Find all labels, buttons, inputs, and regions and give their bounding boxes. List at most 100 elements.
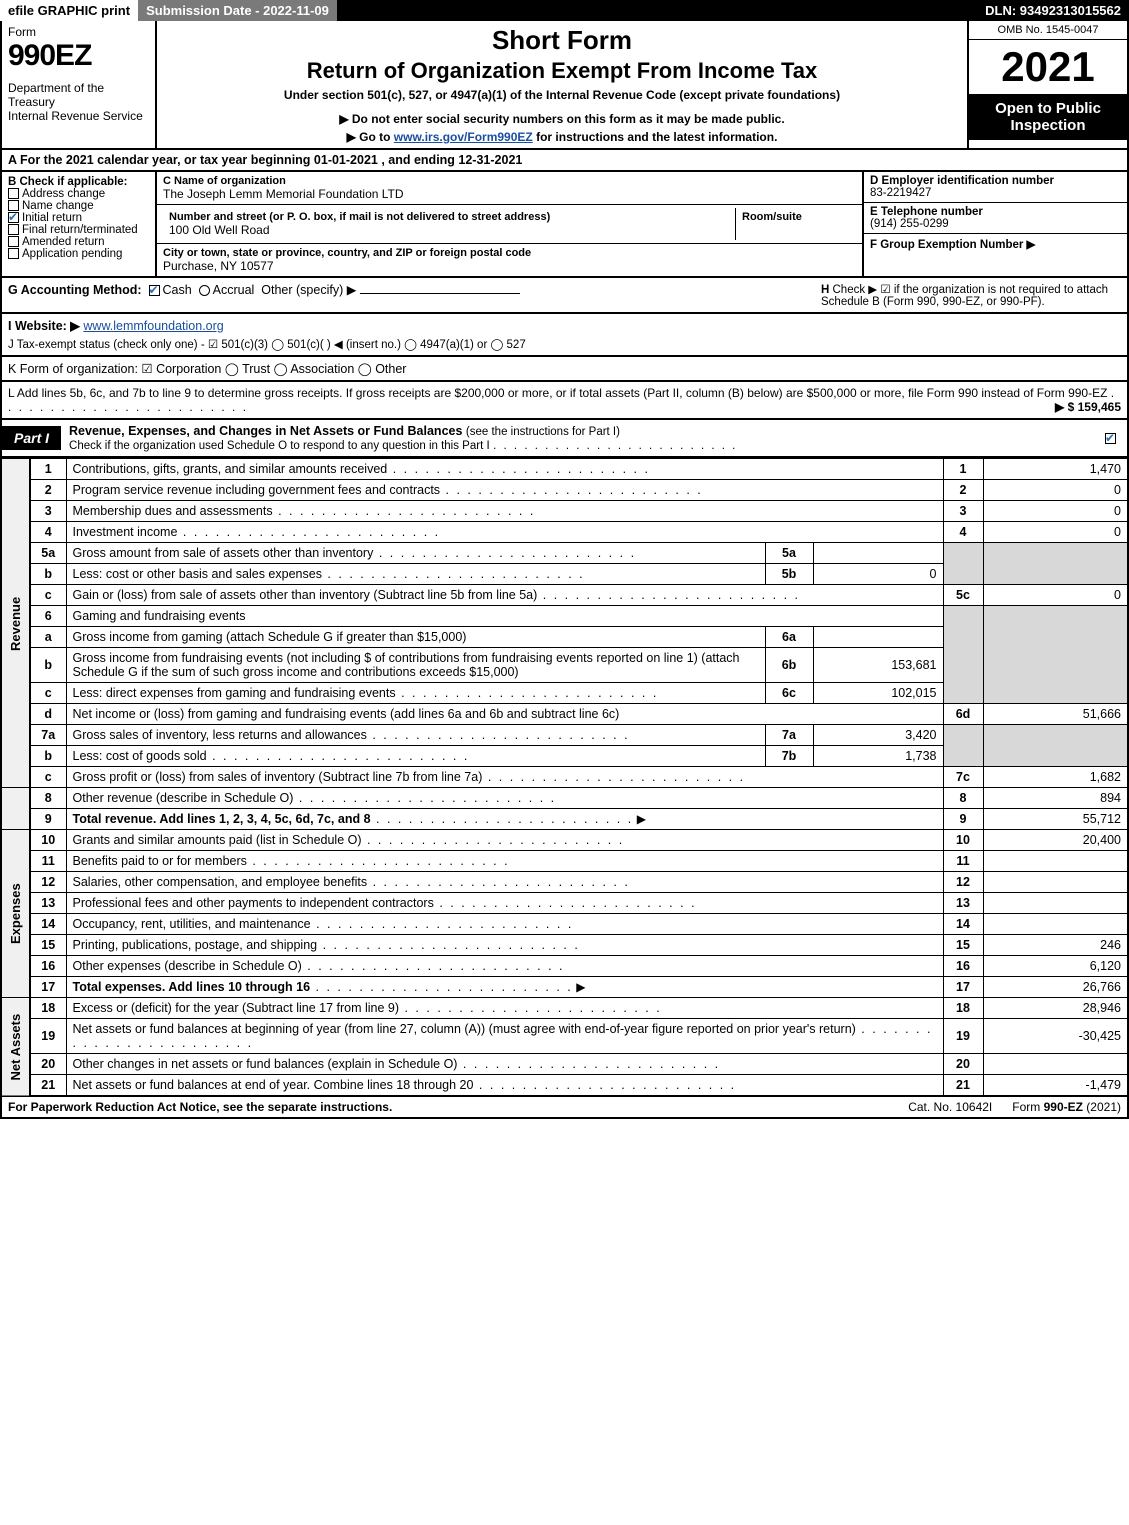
line-9-desc: Total revenue. Add lines 1, 2, 3, 4, 5c,… — [73, 812, 371, 826]
g-label: G Accounting Method: — [8, 283, 142, 297]
other-specify-input[interactable] — [360, 293, 520, 294]
section-c: C Name of organization The Joseph Lemm M… — [157, 172, 862, 276]
line-7b-desc: Less: cost of goods sold — [73, 749, 207, 763]
line-5a-num: 5a — [30, 543, 66, 564]
efile-label[interactable]: efile GRAPHIC print — [0, 0, 138, 21]
chk-address-change-label: Address change — [22, 188, 105, 200]
line-12-desc: Salaries, other compensation, and employ… — [73, 875, 368, 889]
chk-initial-return[interactable] — [8, 212, 19, 223]
line-2-desc: Program service revenue including govern… — [73, 483, 441, 497]
line-5a-sub: 5a — [765, 543, 813, 564]
dots-icon — [537, 588, 800, 602]
line-15-num: 15 — [30, 935, 66, 956]
line-6b-subval: 153,681 — [813, 648, 943, 683]
line-6d-code: 6d — [943, 704, 983, 725]
chk-final-return-label: Final return/terminated — [22, 224, 138, 236]
dots-icon — [362, 833, 625, 847]
goto-link[interactable]: ▶ Go to www.irs.gov/Form990EZ for instru… — [165, 130, 959, 144]
line-6a-num: a — [30, 627, 66, 648]
line-6-num: 6 — [30, 606, 66, 627]
line-4-desc: Investment income — [73, 525, 178, 539]
line-19-num: 19 — [30, 1019, 66, 1054]
short-form-title: Short Form — [165, 25, 959, 56]
line-3-amount: 0 — [983, 501, 1128, 522]
line-6c-sub: 6c — [765, 683, 813, 704]
line-13-num: 13 — [30, 893, 66, 914]
line-6b-desc: Gross income from fundraising events (no… — [73, 651, 740, 679]
org-city: Purchase, NY 10577 — [163, 259, 856, 273]
chk-final-return[interactable] — [8, 224, 19, 235]
line-12-amount — [983, 872, 1128, 893]
line-5c-code: 5c — [943, 585, 983, 606]
submission-date: Submission Date - 2022-11-09 — [138, 0, 337, 21]
line-5a-subval — [813, 543, 943, 564]
chk-amended-return[interactable] — [8, 236, 19, 247]
open-to-public: Open to Public Inspection — [969, 94, 1127, 140]
line-8-num: 8 — [30, 788, 66, 809]
line-6c-subval: 102,015 — [813, 683, 943, 704]
line-10-amount: 20,400 — [983, 830, 1128, 851]
chk-application-pending[interactable] — [8, 248, 19, 259]
org-address: 100 Old Well Road — [169, 223, 729, 237]
line-6d-num: d — [30, 704, 66, 725]
chk-schedule-o[interactable] — [1105, 433, 1116, 444]
line-4-num: 4 — [30, 522, 66, 543]
radio-accrual[interactable] — [199, 285, 210, 296]
line-15-desc: Printing, publications, postage, and shi… — [73, 938, 318, 952]
line-7a-sub: 7a — [765, 725, 813, 746]
chk-cash[interactable] — [149, 285, 160, 296]
chk-address-change[interactable] — [8, 188, 19, 199]
chk-name-change-label: Name change — [22, 200, 94, 212]
line-10-code: 10 — [943, 830, 983, 851]
line-13-desc: Professional fees and other payments to … — [73, 896, 434, 910]
b-label: Check if applicable: — [20, 176, 128, 188]
section-b: B Check if applicable: Address change Na… — [2, 172, 157, 276]
line-8-desc: Other revenue (describe in Schedule O) — [73, 791, 294, 805]
line-9-num: 9 — [30, 809, 66, 830]
accrual-label: Accrual — [213, 283, 255, 297]
line-7a-desc: Gross sales of inventory, less returns a… — [73, 728, 367, 742]
header-right: OMB No. 1545-0047 2021 Open to Public In… — [967, 21, 1127, 148]
line-1-num: 1 — [30, 459, 66, 480]
form-word: Form — [8, 25, 149, 39]
section-l: L Add lines 5b, 6c, and 7b to line 9 to … — [0, 382, 1129, 420]
part1-header: Part I Revenue, Expenses, and Changes in… — [0, 420, 1129, 458]
irs-link[interactable]: www.irs.gov/Form990EZ — [394, 130, 533, 144]
line-5b-desc: Less: cost or other basis and sales expe… — [73, 567, 322, 581]
line-14-num: 14 — [30, 914, 66, 935]
dots-icon — [177, 525, 440, 539]
dots-icon — [457, 1057, 720, 1071]
grey-5ab-amt — [983, 543, 1128, 585]
line-5c-desc: Gain or (loss) from sale of assets other… — [73, 588, 538, 602]
e-label: E Telephone number — [870, 206, 1121, 218]
line-1-code: 1 — [943, 459, 983, 480]
line-11-code: 11 — [943, 851, 983, 872]
line-1-amount: 1,470 — [983, 459, 1128, 480]
line-20-amount — [983, 1054, 1128, 1075]
section-bcdef: B Check if applicable: Address change Na… — [0, 172, 1129, 278]
line-18-num: 18 — [30, 998, 66, 1019]
dots-icon — [482, 770, 745, 784]
website-link[interactable]: www.lemmfoundation.org — [83, 319, 223, 333]
part1-instr: (see the instructions for Part I) — [466, 426, 620, 438]
section-h: H Check ▶ ☑ if the organization is not r… — [821, 282, 1121, 308]
part1-dots — [493, 440, 737, 452]
dots-icon — [293, 791, 556, 805]
line-8-amount: 894 — [983, 788, 1128, 809]
line-18-desc: Excess or (deficit) for the year (Subtra… — [73, 1001, 400, 1015]
chk-application-pending-label: Application pending — [22, 248, 122, 260]
line-3-code: 3 — [943, 501, 983, 522]
footer-left: For Paperwork Reduction Act Notice, see … — [8, 1100, 888, 1114]
header-center: Short Form Return of Organization Exempt… — [157, 21, 967, 148]
line-3-num: 3 — [30, 501, 66, 522]
dots-icon — [373, 546, 636, 560]
line-16-amount: 6,120 — [983, 956, 1128, 977]
dots-icon — [317, 938, 580, 952]
line-20-desc: Other changes in net assets or fund bala… — [73, 1057, 458, 1071]
dots-icon — [207, 749, 470, 763]
line-6d-amount: 51,666 — [983, 704, 1128, 725]
line-7a-subval: 3,420 — [813, 725, 943, 746]
line-8-code: 8 — [943, 788, 983, 809]
line-6a-sub: 6a — [765, 627, 813, 648]
line-4-amount: 0 — [983, 522, 1128, 543]
